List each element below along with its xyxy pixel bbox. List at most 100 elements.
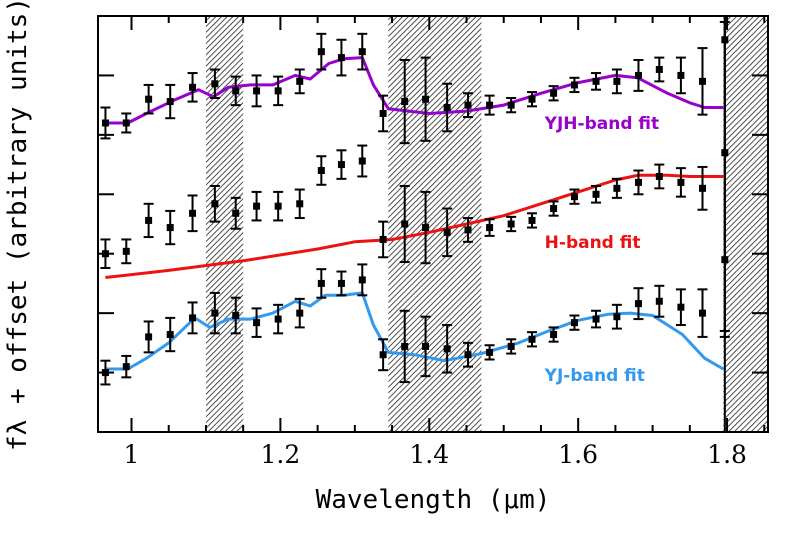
- data-point: [357, 144, 368, 178]
- data-point: [420, 56, 431, 142]
- data-marker: [379, 109, 387, 117]
- data-marker: [698, 77, 706, 85]
- data-marker: [677, 303, 685, 311]
- data-point: [462, 341, 473, 368]
- data-point: [591, 184, 602, 204]
- data-point: [165, 209, 176, 246]
- data-point: [378, 220, 389, 259]
- hatched-region: [723, 16, 768, 432]
- data-marker: [296, 200, 304, 208]
- data-marker: [422, 224, 430, 232]
- fit-label: YJ-band fit: [544, 366, 645, 386]
- data-point: [484, 94, 495, 116]
- y-axis-title: fλ + offset (arbitrary units): [3, 0, 33, 451]
- data-marker: [422, 342, 430, 350]
- data-point: [209, 184, 220, 223]
- data-point: [420, 315, 431, 378]
- data-point: [591, 72, 602, 91]
- data-point: [143, 83, 154, 115]
- data-marker: [634, 71, 642, 79]
- data-marker: [122, 247, 130, 255]
- fit-labels: YJH-band fit H-band fit YJ-band fit: [544, 114, 659, 386]
- data-marker: [317, 279, 325, 287]
- data-marker: [166, 331, 174, 339]
- data-marker: [358, 48, 366, 56]
- data-marker: [101, 119, 109, 127]
- data-point: [378, 94, 389, 133]
- data-marker: [401, 220, 409, 228]
- data-point: [399, 58, 410, 145]
- data-point: [569, 76, 580, 94]
- data-point: [527, 212, 538, 229]
- data-point: [399, 184, 410, 264]
- data-marker: [550, 89, 558, 97]
- data-marker: [232, 209, 240, 217]
- data-marker: [232, 312, 240, 320]
- data-marker: [274, 315, 282, 323]
- data-point: [336, 270, 347, 297]
- data-marker: [379, 351, 387, 359]
- data-marker: [592, 77, 600, 85]
- x-tick-label: 1.2: [261, 440, 301, 469]
- data-point: [294, 297, 305, 329]
- data-marker: [337, 279, 345, 287]
- data-marker: [486, 224, 494, 232]
- data-point: [399, 309, 410, 384]
- data-marker: [253, 319, 261, 327]
- data-point: [209, 291, 220, 335]
- data-point: [294, 68, 305, 95]
- data-point: [165, 83, 176, 120]
- data-marker: [486, 101, 494, 109]
- data-marker: [211, 200, 219, 208]
- data-marker: [443, 104, 451, 112]
- x-tick-label: 1.8: [707, 440, 747, 469]
- axis-ticks: 1 1.2 1.4 1.6 1.8: [98, 16, 768, 469]
- data-point: [484, 218, 495, 237]
- data-marker: [570, 193, 578, 201]
- data-point: [633, 287, 644, 321]
- data-marker: [613, 77, 621, 85]
- data-point: [336, 38, 347, 77]
- data-point: [187, 301, 198, 335]
- data-point: [548, 200, 559, 217]
- data-point: [230, 75, 241, 107]
- data-marker: [677, 178, 685, 186]
- data-marker: [317, 167, 325, 175]
- data-marker: [570, 319, 578, 327]
- data-marker: [698, 309, 706, 317]
- data-marker: [507, 220, 515, 228]
- data-point: [591, 309, 602, 329]
- data-points: [100, 16, 730, 432]
- data-point: [633, 169, 644, 196]
- data-marker: [634, 300, 642, 308]
- data-point: [143, 202, 154, 239]
- data-marker: [166, 98, 174, 106]
- data-marker: [528, 95, 536, 103]
- fit-label: H-band fit: [545, 233, 641, 253]
- data-marker: [677, 71, 685, 79]
- data-point: [442, 207, 453, 258]
- data-point: [569, 314, 580, 331]
- data-point: [654, 163, 665, 190]
- data-marker: [166, 224, 174, 232]
- data-point: [569, 188, 580, 205]
- data-point: [187, 194, 198, 233]
- data-marker: [613, 184, 621, 192]
- data-point: [251, 190, 262, 222]
- data-point: [273, 75, 284, 107]
- data-point: [209, 68, 220, 100]
- data-marker: [401, 98, 409, 106]
- data-marker: [253, 87, 261, 95]
- x-tick-label: 1.6: [558, 440, 598, 469]
- data-point: [527, 331, 538, 348]
- x-axis-title: Wavelength (μm): [316, 485, 551, 515]
- data-marker: [232, 87, 240, 95]
- data-marker: [145, 95, 153, 103]
- data-point: [273, 190, 284, 222]
- data-marker: [634, 178, 642, 186]
- data-point: [611, 177, 622, 199]
- data-marker: [358, 157, 366, 165]
- data-point: [548, 85, 559, 102]
- data-point: [420, 190, 431, 265]
